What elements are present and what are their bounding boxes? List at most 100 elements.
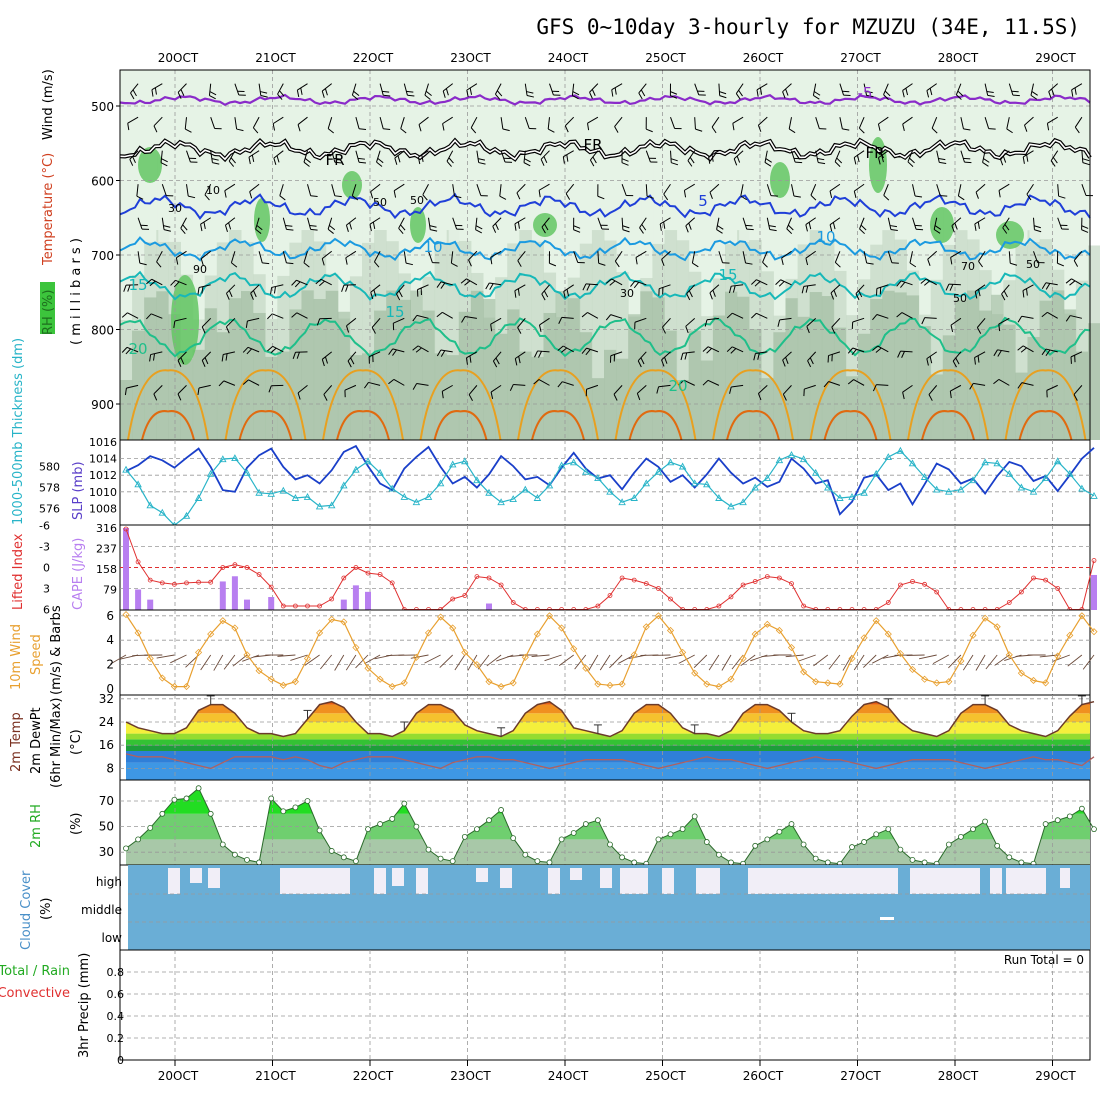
wind-barb-staff (249, 183, 260, 193)
wind-speed-marker (195, 648, 203, 656)
thickness-marker (352, 465, 360, 473)
wind-barb-flag (664, 356, 668, 364)
rh-shade-dark (882, 290, 895, 440)
wind-barb-flag (279, 90, 285, 97)
thickness-marker (836, 494, 844, 501)
wind-barb-staff (403, 251, 407, 264)
contour-label: 10 (206, 184, 220, 197)
wind-speed-marker (812, 678, 820, 686)
wind-barb-flag (782, 359, 786, 367)
wind-barb-staff (538, 379, 550, 386)
wind-barb-flag (573, 225, 581, 229)
ylabel-lifted-index: Lifted Index (11, 533, 26, 610)
wind-barb-flag (680, 353, 684, 361)
wind-barb-staff (766, 184, 772, 196)
wind-barb-flag (1081, 229, 1089, 233)
wind-barb (364, 654, 381, 665)
wind-speed-marker (763, 620, 771, 628)
thickness-marker (981, 458, 989, 466)
wind-barb-flag (424, 94, 431, 100)
wind-speed-marker (376, 675, 384, 683)
wind-barb-flag (993, 378, 1000, 385)
rh-marker (752, 842, 759, 849)
rh-marker (123, 845, 129, 852)
wind-barb-flag (896, 312, 903, 318)
wind-barb-staff (613, 385, 623, 395)
wind-barb-flag (896, 280, 902, 287)
wind-barb-flag (777, 319, 781, 327)
rh-shade-light (932, 146, 944, 242)
wind-barb-flag (490, 391, 494, 399)
wind-barb-staff (442, 311, 453, 319)
li-marker (1019, 589, 1024, 595)
rh-shade-light (835, 146, 847, 242)
ylabel-2m-dewpt: 2m DewPt (29, 707, 44, 774)
wind-barb-staff (394, 150, 405, 159)
wind-barb-staff (198, 284, 211, 288)
wind-barb-flag (412, 345, 419, 351)
wind-barb-staff (670, 150, 672, 163)
wind-speed-marker (146, 654, 154, 663)
wind-barb-staff (999, 150, 1010, 159)
temp-tick-label: 16 (99, 738, 114, 752)
rh-shade-dark (712, 315, 726, 440)
contour-minus5 (119, 93, 1091, 107)
wind-barb (156, 654, 175, 659)
thickness-marker (932, 485, 941, 493)
wind-barb-flag (260, 95, 268, 98)
wind-barb-staff (694, 117, 696, 130)
wind-barb-flag (875, 347, 882, 353)
wind-barb-flag (363, 382, 369, 389)
thickness-marker (206, 469, 215, 477)
rh-marker (970, 826, 976, 833)
thickness-marker (182, 511, 191, 519)
wind-barb-staff (1021, 382, 1034, 386)
wind-barb-flag (523, 162, 531, 167)
thickness-marker (860, 488, 868, 496)
wind-barb-flag (883, 94, 889, 100)
wind-barb-staff (129, 150, 139, 160)
wind-barb-flag (926, 358, 929, 366)
wind-barb-flag (310, 228, 318, 231)
wind-barb-flag (661, 259, 665, 267)
wind-barb (200, 654, 212, 671)
thickness-marker (243, 468, 251, 476)
rh-marker (352, 858, 359, 865)
wind-barb-staff (810, 184, 817, 196)
wind-barb-flag (830, 292, 835, 300)
wind-barb (334, 654, 345, 671)
wind-barb-flag (704, 319, 708, 327)
wind-barb-flag (173, 320, 176, 329)
wind-barb-flag (1010, 262, 1018, 266)
li-marker (220, 565, 226, 570)
cape-bar (147, 599, 154, 610)
wind-barb-staff (951, 217, 962, 227)
cloud-clear-gap (392, 868, 404, 886)
wind-barb-staff (428, 251, 433, 263)
wind-barb-flag (544, 223, 549, 231)
wind-barb-flag (751, 312, 757, 319)
wind-barb-flag (397, 155, 401, 163)
wind-barb-flag (834, 161, 841, 167)
wind-barb-flag (847, 347, 854, 354)
wind-barb-flag (884, 90, 891, 97)
wind-barb-flag (808, 222, 812, 230)
wind-barb-staff (252, 116, 260, 128)
wind-speed-marker (896, 650, 904, 658)
slp-tick-label: 1010 (89, 486, 117, 499)
wind-barb (599, 654, 611, 671)
wind-barb-staff (418, 116, 429, 125)
wind-barb (544, 654, 562, 662)
wind-barb-flag (566, 289, 570, 297)
ylabel-thickness: 1000-500mb Thickness (dm) (11, 338, 26, 525)
contour-30c (921, 410, 975, 441)
wind-barb-flag (786, 228, 793, 235)
rh-marker (788, 821, 795, 827)
wind-barb-staff (960, 150, 965, 163)
cape-bar (352, 585, 359, 610)
wind-barb-staff (398, 217, 405, 229)
wind-barb-flag (757, 352, 760, 360)
wind-barb-staff (611, 83, 623, 91)
wind-barb-flag (170, 279, 176, 286)
wind-barb-flag (914, 195, 923, 198)
